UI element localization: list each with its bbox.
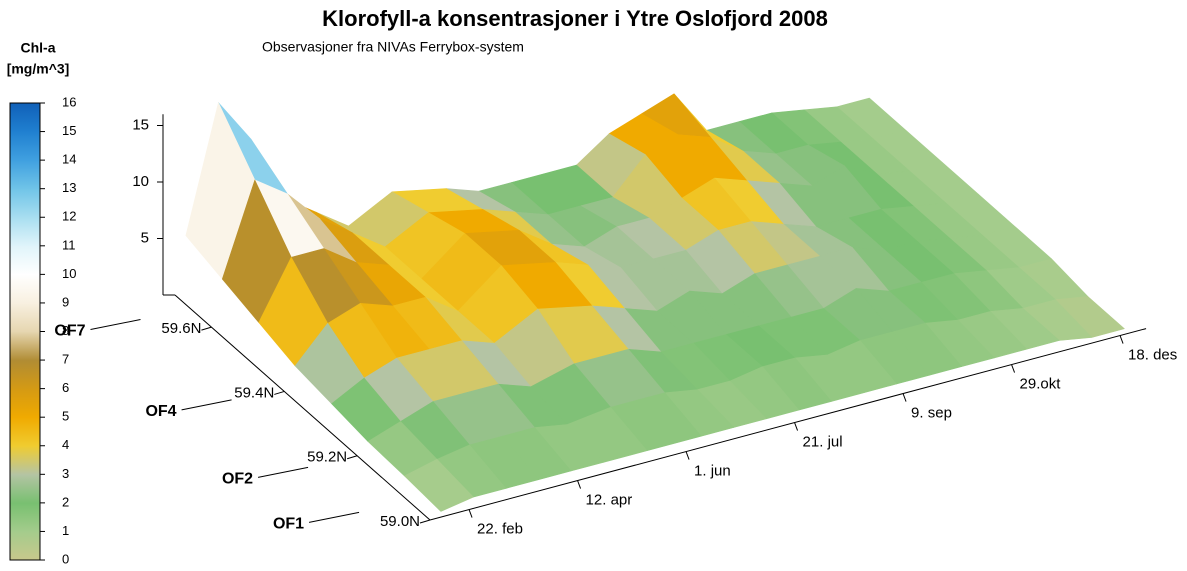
colorbar-title: Chl-a: [21, 40, 56, 56]
x-tick: [1119, 335, 1124, 344]
x-tick-label: 22. feb: [477, 521, 523, 538]
x-tick: [468, 509, 473, 518]
colorbar-tick-label: 15: [62, 123, 76, 138]
x-tick: [685, 451, 690, 460]
colorbar-segment: [10, 217, 40, 247]
colorbar-segment: [10, 302, 40, 332]
colorbar-tick-label: 14: [62, 152, 76, 167]
colorbar-segment: [10, 474, 40, 504]
colorbar-segment: [10, 131, 40, 161]
colorbar-tick-label: 8: [62, 323, 69, 338]
colorbar-segment: [10, 502, 40, 532]
colorbar-segment: [10, 388, 40, 418]
y-tick: [274, 390, 285, 395]
x-tick: [1011, 364, 1016, 373]
colorbar-tick-label: 9: [62, 294, 69, 309]
z-tick-label: 10: [132, 173, 149, 190]
x-tick: [577, 480, 582, 489]
colorbar-tick-label: 10: [62, 266, 76, 281]
station-label: OF4: [145, 403, 176, 420]
x-tick-label: 29.okt: [1020, 376, 1062, 393]
station-label: OF2: [222, 471, 253, 488]
colorbar-segment: [10, 160, 40, 190]
surface-cell: [404, 459, 474, 512]
colorbar-tick-label: 11: [62, 237, 76, 252]
x-tick-label: 1. jun: [694, 463, 731, 480]
colorbar-tick-label: 6: [62, 380, 69, 395]
colorbar-segment: [10, 445, 40, 475]
x-tick-label: 12. apr: [586, 492, 633, 509]
y-axis: [174, 294, 431, 521]
x-axis: [429, 328, 1147, 521]
chart-title: Klorofyll-a konsentrasjoner i Ytre Oslof…: [322, 6, 828, 31]
x-tick-label: 9. sep: [911, 405, 952, 422]
station-label: OF7: [54, 323, 85, 340]
y-tick-label: 59.0N: [380, 513, 420, 530]
x-tick-label: 18. des: [1128, 347, 1177, 364]
station-leader: [181, 399, 232, 411]
colorbar-tick-label: 1: [62, 523, 69, 538]
x-tick: [902, 393, 907, 402]
colorbar-segment: [10, 274, 40, 304]
x-tick-label: 21. jul: [803, 434, 843, 451]
colorbar-segment: [10, 245, 40, 275]
station-leader: [308, 511, 360, 523]
y-tick-label: 59.2N: [307, 449, 347, 466]
colorbar-tick-label: 12: [62, 209, 76, 224]
colorbar-tick-label: 3: [62, 466, 69, 481]
colorbar-tick-label: 13: [62, 180, 76, 195]
colorbar-segment: [10, 417, 40, 447]
station-leader: [257, 466, 309, 478]
colorbar-segment: [10, 331, 40, 361]
colorbar-tick-label: 2: [62, 494, 69, 509]
colorbar-tick-label: 4: [62, 437, 69, 452]
colorbar-tick-label: 0: [62, 551, 69, 566]
y-tick: [201, 326, 212, 331]
y-tick: [419, 519, 431, 524]
z-tick-label: 15: [132, 116, 149, 133]
colorbar-segment: [10, 188, 40, 218]
y-tick-label: 59.4N: [234, 384, 274, 401]
x-tick: [794, 422, 799, 431]
colorbar-segment: [10, 531, 40, 561]
station-leader: [90, 319, 141, 330]
colorbar-title: [mg/m^3]: [7, 61, 70, 77]
colorbar-segment: [10, 360, 40, 390]
chart-subtitle: Observasjoner fra NIVAs Ferrybox-system: [262, 39, 524, 55]
z-tick-label: 5: [141, 229, 149, 246]
colorbar-segment: [10, 103, 40, 133]
station-label: OF1: [273, 516, 304, 533]
colorbar-tick-label: 16: [62, 94, 76, 109]
y-tick-label: 59.6N: [161, 320, 201, 337]
y-tick: [346, 455, 358, 460]
colorbar-tick-label: 7: [62, 352, 69, 367]
colorbar-tick-label: 5: [62, 409, 69, 424]
